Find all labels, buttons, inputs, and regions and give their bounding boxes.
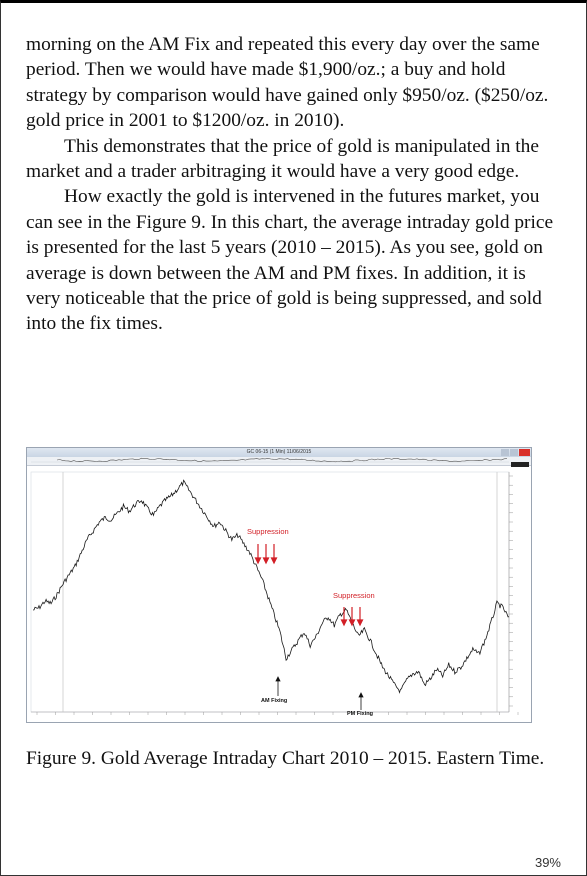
close-icon	[519, 449, 530, 456]
chart-window-titlebar: GC 06-15 (1 Min) 11/06/2015	[27, 448, 531, 457]
pm-fixing-label: PM Fixing	[347, 711, 373, 717]
paragraph-1: morning on the AM Fix and repeated this …	[26, 34, 549, 132]
pm-fixing-arrow	[358, 692, 364, 710]
window-controls	[501, 449, 530, 456]
suppression-arrows-1	[254, 544, 278, 565]
chart-plot	[30, 457, 529, 715]
body-text: morning on the AM Fix and repeated this …	[26, 32, 556, 337]
figure-9-chart: GC 06-15 (1 Min) 11/06/2015	[26, 447, 532, 723]
am-fixing-arrow	[275, 676, 281, 696]
price-line	[32, 479, 509, 694]
figure-caption: Figure 9. Gold Average Intraday Chart 20…	[26, 748, 545, 769]
suppression-label-1: Suppression	[247, 527, 289, 536]
paragraph-2: This demonstrates that the price of gold…	[26, 135, 539, 183]
right-axis-ticks	[509, 475, 513, 707]
plot-area-border	[30, 471, 510, 713]
minimize-icon	[501, 449, 509, 456]
chart-window-title: GC 06-15 (1 Min) 11/06/2015	[246, 449, 312, 455]
reading-progress: 39%	[534, 855, 561, 870]
bottom-axis-ticks	[36, 712, 519, 715]
am-fixing-label: AM Fixing	[261, 698, 288, 704]
paragraph-3: How exactly the gold is intervened in th…	[26, 186, 554, 335]
mini-panel-line	[56, 457, 508, 463]
suppression-arrows-2	[340, 607, 364, 627]
suppression-label-2: Suppression	[333, 591, 375, 600]
price-tag	[511, 462, 529, 467]
maximize-icon	[510, 449, 518, 456]
chart-toolbar	[27, 457, 531, 466]
